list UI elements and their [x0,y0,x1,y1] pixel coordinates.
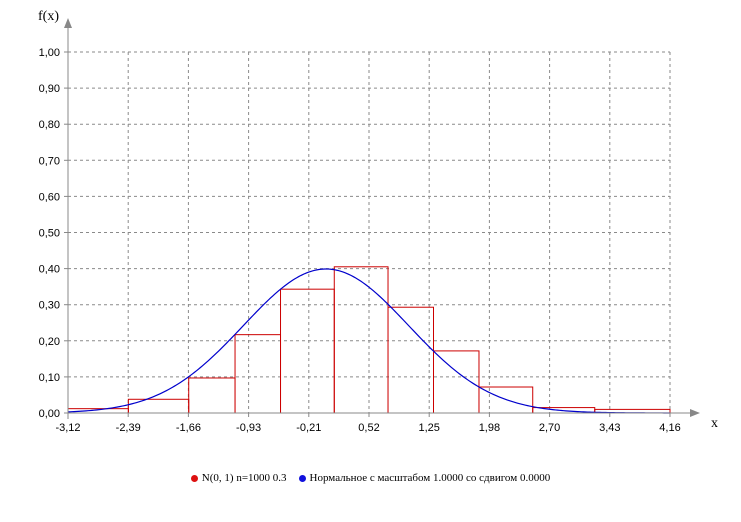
y-tick-label: 0,10 [39,372,60,384]
x-tick-label: 0,52 [358,422,379,434]
x-tick-label: -2,39 [116,422,141,434]
y-axis-title: f(x) [38,9,59,24]
y-tick-label: 0,20 [39,336,60,348]
x-tick-label: -0,21 [296,422,321,434]
histogram-bar [333,266,389,414]
legend-label-curve: Нормальное с масштабом 1.0000 со сдвигом… [309,472,551,484]
normal-curve-line [67,268,670,414]
histogram-bars [67,266,671,414]
legend-dot-red [190,474,198,482]
x-tick-label: -0,93 [236,422,261,434]
x-tick-labels: -3,12 -2,39 -1,66 -0,93 -0,21 0,52 1,25 1,98 2,7… [55,413,681,434]
x-tick-label: 1,25 [418,422,439,434]
legend-item-curve: Нормальное с масштабом 1.0000 со сдвигом… [298,472,551,484]
x-tick-label: 1,98 [479,422,500,434]
y-tick-label: 0,90 [39,83,60,95]
y-tick-label: 1,00 [39,47,60,59]
x-tick-label: 4,16 [659,422,680,434]
y-tick-labels: 0,00 0,10 0,20 0,30 0,40 0,50 0,60 0,70 0,80 0,90… [39,47,68,420]
y-tick-label: 0,80 [39,119,60,131]
y-tick-label: 0,00 [39,408,60,420]
x-axis-title: x [711,416,718,431]
x-axis-arrow [690,409,700,417]
x-tick-label: 2,70 [539,422,560,434]
legend-item-histogram: N(0, 1) n=1000 0.3 [190,472,287,484]
histogram-bar [188,377,236,414]
x-tick-label: -3,12 [55,422,80,434]
x-tick-label: -1,66 [176,422,201,434]
y-tick-label: 0,60 [39,191,60,203]
grid [67,51,671,414]
y-tick-label: 0,40 [39,264,60,276]
y-axis-arrow [64,18,72,28]
legend: N(0, 1) n=1000 0.3 Нормальное с масштабо… [0,472,741,484]
histogram-bar [280,288,335,414]
x-tick-label: 3,43 [599,422,620,434]
axes [64,18,700,419]
y-tick-label: 0,70 [39,155,60,167]
histogram-bar [387,306,434,414]
histogram-bar [433,350,480,414]
histogram-bar [234,334,282,414]
legend-label-histogram: N(0, 1) n=1000 0.3 [201,472,287,484]
y-tick-label: 0,50 [39,228,60,240]
y-tick-label: 0,30 [39,300,60,312]
histogram-bar [127,398,190,414]
legend-dot-blue [298,474,306,482]
